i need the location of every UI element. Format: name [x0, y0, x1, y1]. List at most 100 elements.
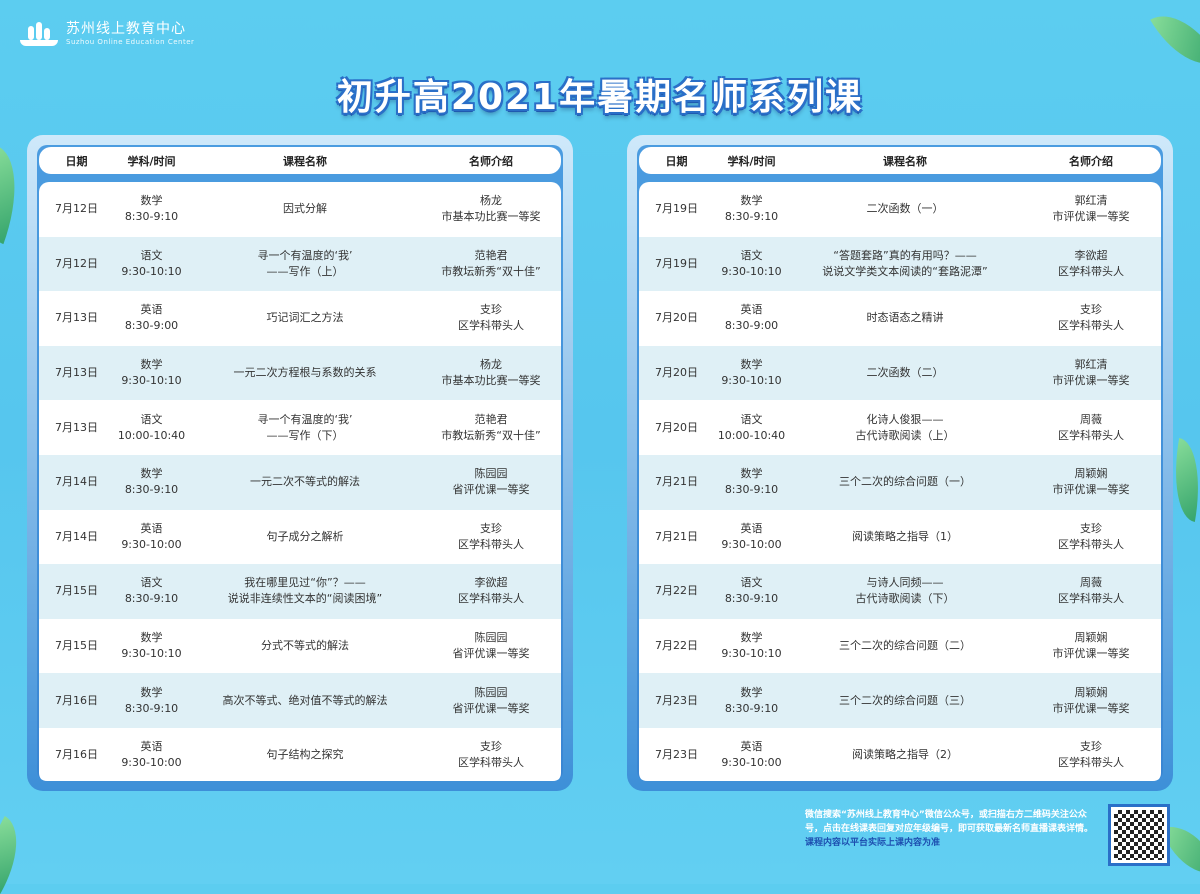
teacher-title: 区学科带头人	[1058, 264, 1124, 278]
date-cell: 7月22日	[655, 639, 698, 653]
table-row: 7月20日 英语 8:30-9:00 时态语态之精讲 支珍 区学科带头人	[639, 291, 1161, 346]
teacher-cell: 范艳君 市教坛新秀“双十佳”	[421, 248, 561, 280]
teacher-title: 区学科带头人	[1058, 537, 1124, 551]
subject: 英语	[740, 303, 763, 317]
subject-time-cell: 数学 8:30-9:10	[714, 466, 789, 498]
page-title: 初升高2021年暑期名师系列课	[336, 77, 864, 118]
teacher-cell: 支珍 区学科带头人	[421, 521, 561, 553]
course-name-line: ——写作（下）	[266, 428, 344, 442]
teacher-name: 周颖娴	[1074, 467, 1108, 481]
course-name-line: 二次函数（一）	[866, 202, 944, 216]
footer-info: 微信搜索“苏州线上教育中心”微信公众号，或扫描右方二维码关注公众号，点击在线课表…	[805, 810, 1094, 834]
time: 8:30-9:10	[124, 210, 179, 224]
course-name-line: 说说非连续性文本的“阅读困境”	[227, 592, 383, 606]
subject: 数学	[140, 631, 163, 645]
teacher-name: 陈园园	[474, 631, 508, 645]
teacher-cell: 周颖娴 市评优课一等奖	[1021, 685, 1161, 717]
teacher-name: 陈园园	[474, 685, 508, 699]
date-cell: 7月15日	[55, 639, 98, 653]
date-cell: 7月19日	[655, 256, 698, 270]
time: 9:30-10:10	[721, 264, 782, 278]
course-cell: 二次函数（一）	[789, 201, 1021, 217]
teacher-cell: 支珍 区学科带头人	[1021, 302, 1161, 334]
column-header: 课程名称	[883, 154, 927, 168]
subject: 语文	[140, 248, 163, 262]
time: 8:30-9:10	[124, 592, 179, 606]
subject: 数学	[140, 685, 163, 699]
course-cell: 分式不等式的解法	[189, 638, 421, 654]
footer-text: 微信搜索“苏州线上教育中心”微信公众号，或扫描右方二维码关注公众号，点击在线课表…	[805, 808, 1095, 850]
time: 8:30-9:10	[724, 210, 779, 224]
date-cell: 7月20日	[655, 311, 698, 325]
teacher-title: 区学科带头人	[458, 537, 524, 551]
teacher-title: 区学科带头人	[1058, 428, 1124, 442]
column-header: 日期	[65, 154, 88, 168]
course-name-line: 巧记词汇之方法	[266, 311, 344, 325]
table-row: 7月15日 数学 9:30-10:10 分式不等式的解法 陈园园 省评优课一等奖	[39, 619, 561, 674]
date-cell: 7月20日	[655, 366, 698, 380]
subject-time-cell: 语文 9:30-10:10	[714, 248, 789, 280]
course-name-line: 一元二次方程根与系数的关系	[233, 366, 377, 380]
column-header: 名师介绍	[1069, 154, 1113, 168]
teacher-name: 陈园园	[474, 467, 508, 481]
teacher-title: 市评优课一等奖	[1052, 374, 1130, 388]
subject: 数学	[140, 467, 163, 481]
course-cell: 时态语态之精讲	[789, 310, 1021, 326]
teacher-cell: 支珍 区学科带头人	[1021, 739, 1161, 771]
course-name-line: 我在哪里见过“你”？——	[244, 576, 366, 590]
date-cell: 7月21日	[655, 475, 698, 489]
course-cell: 三个二次的综合问题（三）	[789, 693, 1021, 709]
course-name-line: “答题套路”真的有用吗？——	[833, 248, 977, 262]
course-cell: 三个二次的综合问题（一）	[789, 474, 1021, 490]
time: 8:30-9:00	[124, 319, 179, 333]
time: 9:30-10:10	[121, 264, 182, 278]
teacher-cell: 周颖娴 市评优课一等奖	[1021, 630, 1161, 662]
teacher-cell: 周颖娴 市评优课一等奖	[1021, 466, 1161, 498]
course-cell: 句子成分之解析	[189, 529, 421, 545]
subject-time-cell: 英语 9:30-10:00	[714, 739, 789, 771]
table-row: 7月19日 数学 8:30-9:10 二次函数（一） 郭红清 市评优课一等奖	[639, 182, 1161, 237]
teacher-title: 区学科带头人	[1058, 592, 1124, 606]
teacher-cell: 李欲超 区学科带头人	[421, 575, 561, 607]
course-cell: 二次函数（二）	[789, 365, 1021, 381]
subject-time-cell: 数学 9:30-10:10	[714, 630, 789, 662]
teacher-name: 支珍	[1080, 521, 1102, 535]
subject-time-cell: 语文 10:00-10:40	[714, 412, 789, 444]
teacher-name: 郭红清	[1074, 358, 1108, 372]
table-row: 7月12日 语文 9:30-10:10 寻一个有温度的‘我’ ——写作（上） 范艳君…	[39, 236, 561, 292]
time: 8:30-9:10	[124, 701, 179, 715]
course-cell: 寻一个有温度的‘我’ ——写作（下）	[189, 412, 421, 444]
table-row: 7月12日 数学 8:30-9:10 因式分解 杨龙 市基本功比赛一等奖	[39, 182, 561, 237]
time: 8:30-9:10	[724, 701, 779, 715]
subject-time-cell: 英语 8:30-9:00	[114, 302, 189, 334]
subject: 语文	[740, 576, 763, 590]
logo: 苏州线上教育中心 Suzhou Online Education Center	[20, 18, 194, 46]
course-cell: 句子结构之探究	[189, 747, 421, 763]
subject: 英语	[140, 740, 163, 754]
subject: 英语	[740, 740, 763, 754]
course-cell: “答题套路”真的有用吗？—— 说说文学类文本阅读的“套路泥潭”	[789, 248, 1021, 280]
column-header: 课程名称	[283, 154, 327, 168]
teacher-cell: 郭红清 市评优课一等奖	[1021, 193, 1161, 225]
teacher-title: 区学科带头人	[458, 319, 524, 333]
course-name-line: 二次函数（二）	[866, 366, 944, 380]
subject: 英语	[140, 303, 163, 317]
course-name-line: 阅读策略之指导（1）	[852, 529, 958, 543]
subject-time-cell: 数学 9:30-10:10	[714, 357, 789, 389]
date-cell: 7月13日	[55, 366, 98, 380]
teacher-cell: 郭红清市评优课一等奖	[1021, 357, 1161, 389]
teacher-cell: 杨龙 市基本功比赛一等奖	[421, 193, 561, 225]
teacher-title: 省评优课一等奖	[452, 483, 530, 497]
teacher-title: 市评优课一等奖	[1052, 701, 1130, 715]
course-cell: 高次不等式、绝对值不等式的解法	[189, 693, 421, 709]
subject: 数学	[740, 194, 763, 208]
subject: 语文	[740, 412, 763, 426]
table-row: 7月16日 英语 9:30-10:00 句子结构之探究 支珍 区学科带头人	[39, 728, 561, 781]
table-row: 7月23日 英语 9:30-10:00 阅读策略之指导（2） 支珍 区学科带头人	[639, 728, 1161, 781]
teacher-title: 省评优课一等奖	[452, 701, 530, 715]
subject: 英语	[140, 521, 163, 535]
teacher-name: 支珍	[480, 521, 502, 535]
course-cell: 一元二次方程根与系数的关系	[189, 365, 421, 381]
table-row: 7月13日 英语 8:30-9:00 巧记词汇之方法 支珍 区学科带头人	[39, 291, 561, 346]
teacher-cell: 陈园园 省评优课一等奖	[421, 630, 561, 662]
